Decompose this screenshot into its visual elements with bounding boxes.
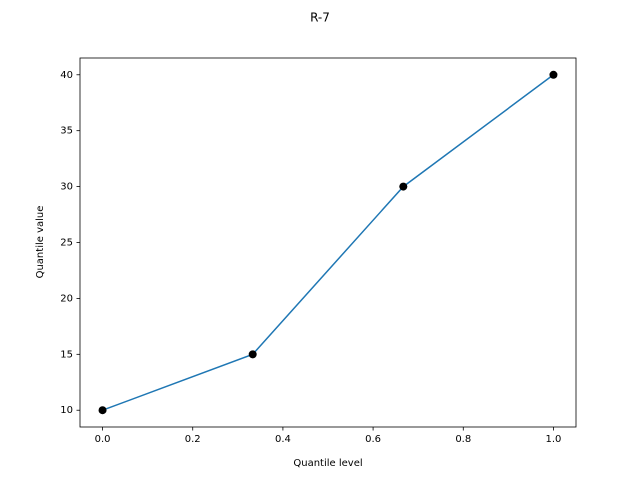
x-tick-label: 0.8 [455, 434, 471, 445]
y-tick-label: 20 [60, 293, 73, 304]
x-axis-label: Quantile level [293, 458, 362, 469]
y-tick-label: 30 [60, 182, 73, 193]
x-tick-label: 0.6 [365, 434, 381, 445]
chart-title: R-7 [310, 11, 330, 25]
y-tick-label: 10 [60, 405, 73, 416]
data-point [248, 350, 257, 359]
x-tick-label: 0.0 [95, 434, 111, 445]
y-axis-label: Quantile value [35, 206, 46, 279]
data-point [98, 406, 107, 415]
plot-frame [79, 57, 577, 428]
x-tick-label: 1.0 [546, 434, 562, 445]
data-point [549, 70, 558, 79]
data-point [399, 182, 408, 191]
series-line [102, 74, 554, 411]
y-tick-label: 15 [60, 349, 73, 360]
y-tick-label: 25 [60, 238, 73, 249]
y-tick-label: 35 [60, 126, 73, 137]
x-tick-label: 0.2 [185, 434, 201, 445]
x-tick-label: 0.4 [275, 434, 291, 445]
y-tick-label: 40 [60, 70, 73, 81]
